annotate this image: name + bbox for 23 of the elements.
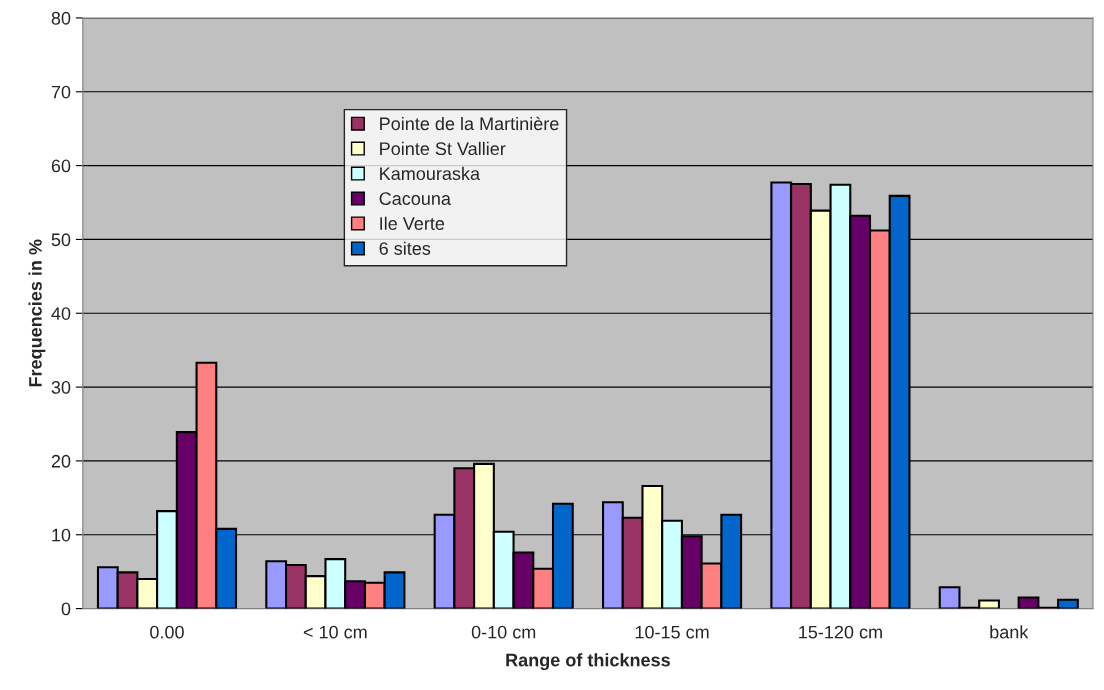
y-tick-label: 10 [52,528,71,542]
y-tick-label: 60 [51,159,71,173]
y-axis-title: Frequencies in % [28,239,46,387]
legend-label: Ile Verte [380,216,445,230]
legend-label: Pointe de la Martinière [380,116,559,131]
y-tick-label: 70 [51,85,71,99]
y-tick-label: 30 [51,381,71,394]
x-axis-title: Range of thickness [506,653,670,671]
y-tick-label: 40 [51,307,71,320]
x-tick-label: 15-120 cm [799,625,882,639]
x-tick-label: 10-15 cm [635,625,709,639]
x-tick-label: < 10 cm [303,625,367,639]
y-tick-label: 80 [51,11,71,25]
x-tick-label: 0-10 cm [471,625,536,639]
legend-label: Pointe St Vallier [380,141,506,156]
y-tick-label: 50 [51,233,71,247]
y-tick-label: 20 [51,454,71,468]
legend-label: Cacouna [379,192,451,206]
legend-label: 6 sites [379,241,431,255]
legend-label: Kamouraska [380,166,481,181]
x-tick-label: bank [990,625,1029,639]
x-tick-label: 0.00 [150,625,184,639]
y-tick-label: 0 [61,602,71,616]
